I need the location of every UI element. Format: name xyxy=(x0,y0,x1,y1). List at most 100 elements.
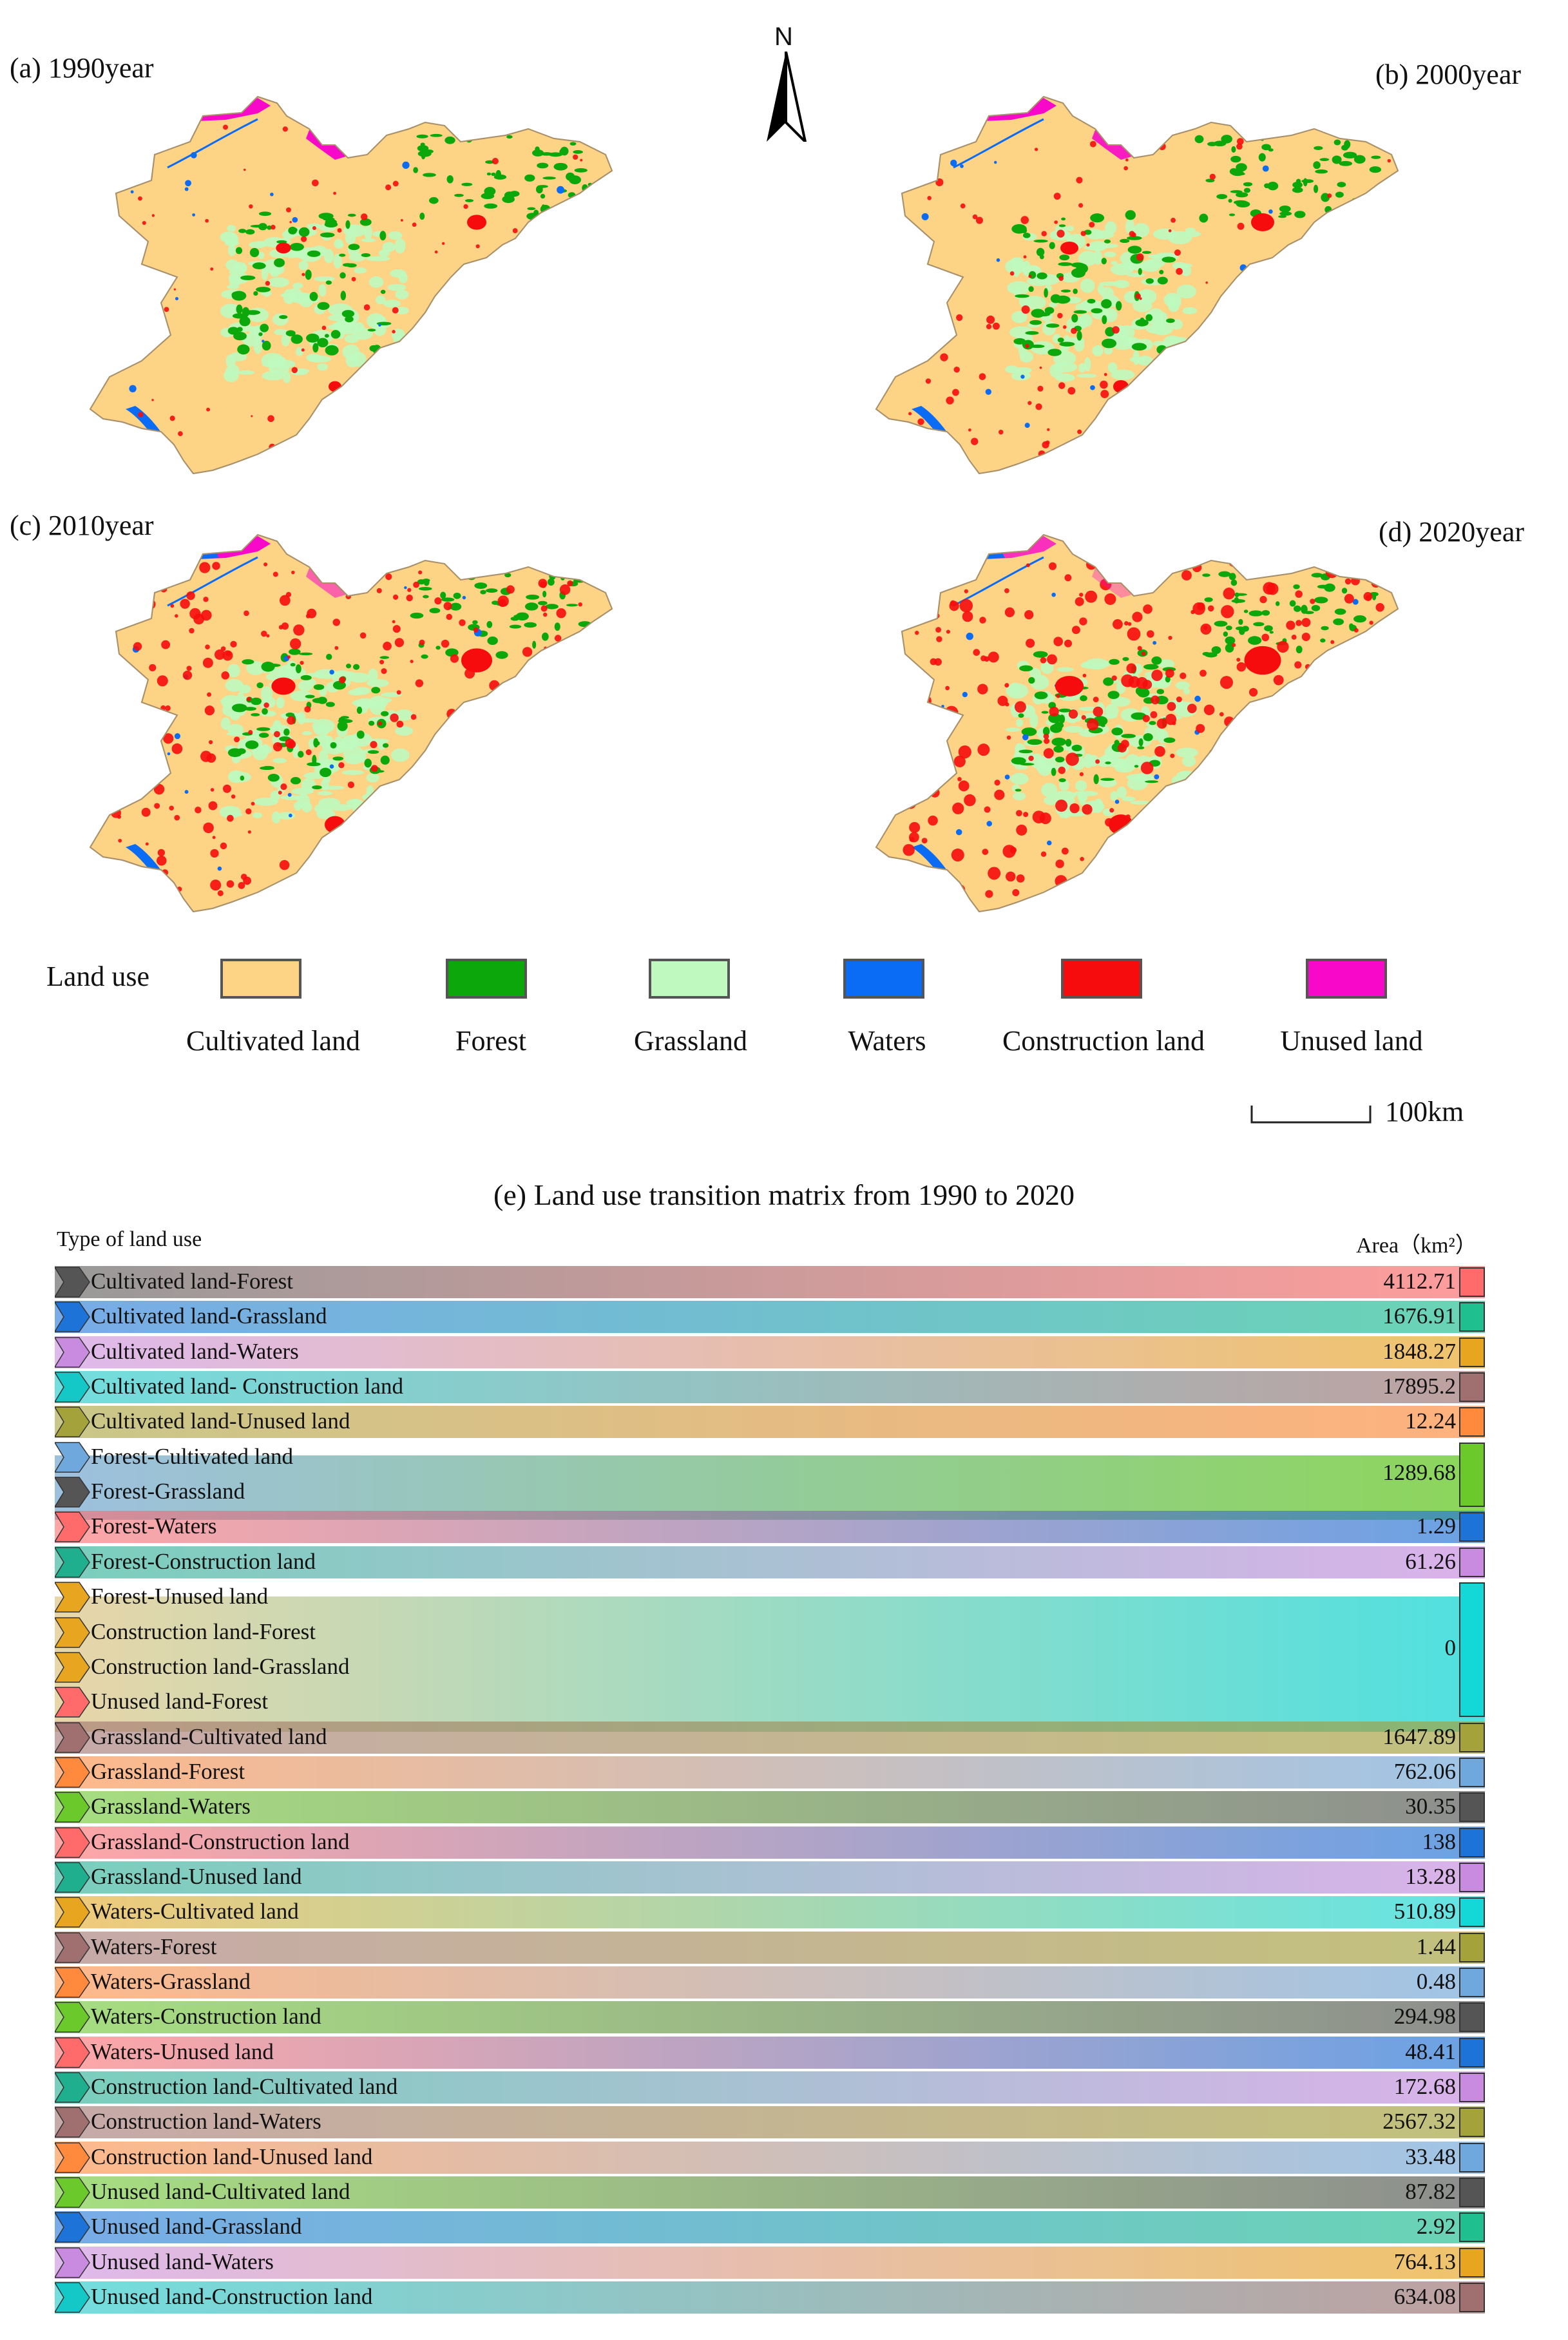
row-color-box xyxy=(1459,1338,1485,1367)
row-value: 138 xyxy=(1422,1829,1457,1854)
row-value: 764.13 xyxy=(1393,2249,1456,2274)
legend-label-cultivated: Cultivated land xyxy=(186,1025,361,1057)
north-arrow: N xyxy=(760,23,812,142)
row-bar xyxy=(55,2247,1485,2279)
table-row: Forest-Construction land 61.26 xyxy=(55,1546,1485,1578)
row-label: Grassland-Waters xyxy=(91,1794,251,1819)
row-arrow-icon xyxy=(55,1301,90,1332)
row-arrow-icon xyxy=(55,2177,90,2208)
row-bar xyxy=(55,1511,1485,1543)
row-value: 2567.32 xyxy=(1382,2109,1456,2134)
row-bar xyxy=(55,2106,1485,2138)
row-color-box xyxy=(1459,2248,1485,2278)
row-value: 4112.71 xyxy=(1383,1269,1456,1294)
row-label: Construction land-Waters xyxy=(91,2109,321,2134)
row-value: 13.28 xyxy=(1405,1864,1456,1889)
row-value: 294.98 xyxy=(1393,2004,1456,2029)
table-row: Forest-Waters 1.29 xyxy=(55,1511,1485,1543)
row-arrow-icon xyxy=(55,1792,90,1823)
row-color-box xyxy=(1459,1407,1485,1437)
row-arrow-icon xyxy=(55,2107,90,2138)
legend-swatch-waters xyxy=(843,959,924,999)
table-row: Grassland-Waters 30.35 xyxy=(55,1791,1485,1823)
table-row: Waters-Grassland 0.48 xyxy=(55,1966,1485,1999)
merge-band-forest-grassland xyxy=(55,1455,1485,1520)
row-color-box xyxy=(1459,1968,1485,1997)
row-value: 0.48 xyxy=(1416,1969,1456,1994)
row-value: 1848.27 xyxy=(1382,1339,1456,1364)
row-value: 1.44 xyxy=(1416,1934,1456,1959)
row-value: 61.26 xyxy=(1405,1549,1456,1574)
row-arrow-icon xyxy=(55,2037,90,2068)
row-value: 87.82 xyxy=(1405,2179,1456,2204)
table-row: Grassland-Forest 762.06 xyxy=(55,1756,1485,1789)
scale-bar xyxy=(1250,1106,1372,1124)
panel-label-a: (a) 1990year xyxy=(10,52,154,84)
table-row: Construction land-Forest xyxy=(55,1616,1485,1649)
row-color-box xyxy=(1459,2212,1485,2242)
row-arrow-icon xyxy=(55,2072,90,2103)
row-label: Cultivated land-Forest xyxy=(91,1269,293,1294)
legend-swatch-grassland xyxy=(649,959,730,999)
row-arrow-icon xyxy=(55,1862,90,1893)
table-row: Construction land-Waters 2567.32 xyxy=(55,2106,1485,2138)
row-arrow-icon xyxy=(55,1827,90,1858)
row-bar xyxy=(55,1861,1485,1894)
row-value: 510.89 xyxy=(1393,1899,1456,1924)
table-row: Unused land-Waters 764.13 xyxy=(55,2247,1485,2279)
table-row: Waters-Forest 1.44 xyxy=(55,1932,1485,1964)
row-color-box xyxy=(1459,2038,1485,2067)
legend-swatch-construction xyxy=(1061,959,1142,999)
col-header-area: Area（km²） xyxy=(1356,1234,1477,1258)
legend-label-forest: Forest xyxy=(455,1025,526,1057)
row-arrow-icon xyxy=(55,1337,90,1368)
table-row: Construction land-Unused land 33.48 xyxy=(55,2142,1485,2174)
row-arrow-icon xyxy=(55,1511,90,1542)
row-value: 30.35 xyxy=(1405,1794,1456,1819)
row-label: Forest-Waters xyxy=(91,1513,217,1539)
row-color-box xyxy=(1459,1443,1485,1507)
row-label: Unused land-Grassland xyxy=(91,2214,302,2239)
row-color-box xyxy=(1459,1548,1485,1577)
row-label: Waters-Unused land xyxy=(91,2039,274,2064)
row-bar xyxy=(55,1546,1485,1578)
table-row: Grassland-Construction land 138 xyxy=(55,1827,1485,1859)
row-color-box xyxy=(1459,1828,1485,1857)
row-value: 2.92 xyxy=(1416,2214,1456,2239)
row-color-box xyxy=(1459,1372,1485,1402)
row-bar xyxy=(55,2071,1485,2104)
merge-band-zero xyxy=(55,1597,1485,1732)
row-value: 0 xyxy=(1444,1635,1457,1660)
row-value: 33.48 xyxy=(1405,2144,1456,2169)
row-color-box xyxy=(1459,1863,1485,1892)
row-label: Waters-Cultivated land xyxy=(91,1899,299,1924)
row-bar xyxy=(55,1336,1485,1368)
row-arrow-icon xyxy=(55,1932,90,1963)
legend-label-grassland: Grassland xyxy=(634,1025,747,1057)
row-arrow-icon xyxy=(55,1757,90,1788)
row-value: 48.41 xyxy=(1405,2039,1456,2064)
row-label: Grassland-Cultivated land xyxy=(91,1724,327,1749)
map-2020 xyxy=(875,533,1399,913)
row-arrow-icon xyxy=(55,2142,90,2173)
row-color-box xyxy=(1459,1512,1485,1542)
row-bar xyxy=(55,1371,1485,1403)
row-label: Grassland-Forest xyxy=(91,1759,245,1784)
row-bar xyxy=(55,2142,1485,2174)
row-color-box xyxy=(1459,2107,1485,2137)
table-row: Cultivated land-Waters 1848.27 xyxy=(55,1336,1485,1368)
row-label: Waters-Construction land xyxy=(91,2004,321,2029)
table-row: Cultivated land- Construction land 17895.… xyxy=(55,1371,1485,1403)
row-label: Cultivated land-Unused land xyxy=(91,1408,350,1434)
row-arrow-icon xyxy=(55,1442,90,1473)
row-bar xyxy=(55,1932,1485,1964)
row-label: Forest-Unused land xyxy=(91,1584,269,1609)
table-row: Unused land-Cultivated land 87.82 xyxy=(55,2176,1485,2209)
row-arrow-icon xyxy=(55,2002,90,2033)
table-row: Unused land-Forest xyxy=(55,1686,1485,1718)
table-row: Grassland-Unused land 13.28 xyxy=(55,1861,1485,1894)
panel-label-b: (b) 2000year xyxy=(1375,59,1522,90)
row-bar xyxy=(55,2281,1485,2314)
row-label: Cultivated land-Grassland xyxy=(91,1303,327,1328)
row-value: 634.08 xyxy=(1393,2284,1456,2309)
